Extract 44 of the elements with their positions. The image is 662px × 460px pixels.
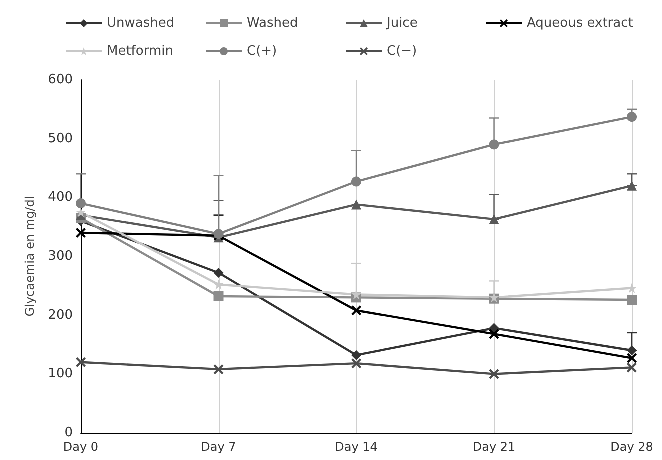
legend-label: Washed xyxy=(247,16,298,31)
point xyxy=(352,350,362,360)
y-tick-label: 300 xyxy=(48,249,73,264)
point xyxy=(352,176,362,187)
legend-label: C(−) xyxy=(387,44,418,59)
y-tick-label: 100 xyxy=(48,366,73,382)
point xyxy=(627,112,637,122)
point xyxy=(214,364,224,374)
x-tick-label: Day 14 xyxy=(335,440,378,454)
point xyxy=(627,362,637,373)
legend-label: Aqueous extract xyxy=(527,16,634,31)
point xyxy=(489,140,500,150)
point xyxy=(489,329,500,340)
point xyxy=(489,214,500,224)
point xyxy=(627,283,637,294)
point xyxy=(627,180,637,191)
legend-label: C(+) xyxy=(247,44,278,59)
x-tick-label: Day 7 xyxy=(201,440,236,454)
point xyxy=(214,292,224,302)
x-tick-label: Day 0 xyxy=(63,440,99,454)
y-tick-label: 0 xyxy=(64,426,73,440)
point xyxy=(214,280,224,290)
point xyxy=(352,200,362,210)
y-tick-label: 500 xyxy=(48,131,73,146)
point xyxy=(489,369,500,380)
point xyxy=(627,346,637,356)
legend-label: Unwashed xyxy=(107,16,175,31)
point xyxy=(627,295,637,306)
legend-label: Metformin xyxy=(107,44,174,59)
y-tick-label: 600 xyxy=(48,72,73,88)
point xyxy=(76,207,86,218)
y-tick-label: 200 xyxy=(48,308,73,323)
point xyxy=(76,357,86,368)
point xyxy=(352,358,362,369)
point xyxy=(352,306,362,316)
point xyxy=(627,353,637,364)
x-tick-label: Day 28 xyxy=(610,440,654,454)
point xyxy=(214,268,224,278)
point xyxy=(76,198,86,209)
y-tick-label: 400 xyxy=(48,190,73,206)
legend-label: Juice xyxy=(386,16,418,31)
point xyxy=(76,228,86,238)
x-tick-label: Day 21 xyxy=(472,440,516,454)
y-axis-title: Glycaemia en mg/dl xyxy=(23,196,37,317)
